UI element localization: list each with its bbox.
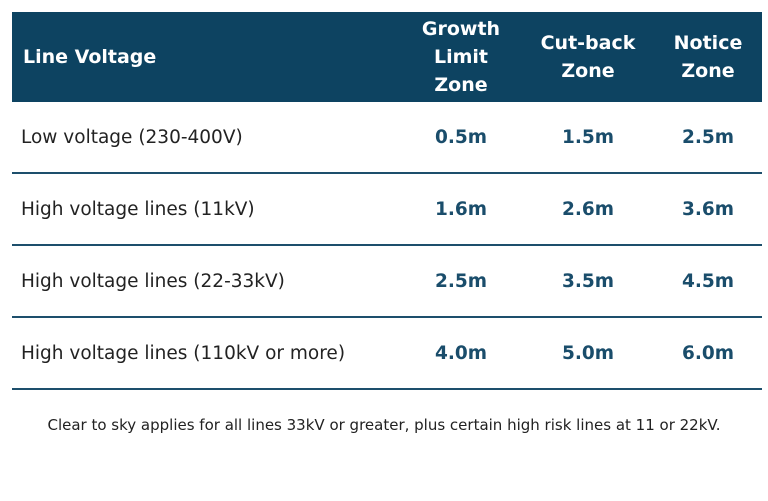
header-text: Cut-back Zone [540, 32, 636, 82]
line-voltage: Low voltage (230-400V) [12, 102, 400, 174]
zone-distance: 2.5m [654, 102, 762, 174]
zone-distance: 2.5m [400, 245, 522, 318]
header-text: Line Voltage [23, 46, 157, 68]
zone-distance: 3.5m [522, 245, 654, 318]
line-voltage: High voltage lines (22-33kV) [12, 245, 400, 318]
column-header: Growth Limit Zone [400, 12, 522, 102]
zone-distance: 1.5m [522, 102, 654, 174]
zone-distance: 4.0m [400, 317, 522, 390]
zone-distance: 0.5m [400, 102, 522, 174]
table-row: High voltage lines (110kV or more) 4.0m 5.… [12, 317, 762, 390]
table-row: High voltage lines (11kV) 1.6m 2.6m 3.6m [12, 173, 762, 246]
line-voltage: High voltage lines (110kV or more) [12, 317, 400, 390]
zone-distance: 1.6m [400, 173, 522, 246]
table-body: Low voltage (230-400V) 0.5m 1.5m 2.5m High v… [12, 102, 762, 390]
header-text: Notice Zone [673, 32, 743, 82]
table-row: High voltage lines (22-33kV) 2.5m 3.5m 4.5m [12, 245, 762, 318]
column-header: Cut-back Zone [522, 12, 654, 102]
zone-distance: 2.6m [522, 173, 654, 246]
zone-distance: 5.0m [522, 317, 654, 390]
zone-table: Line Voltage Growth Limit Zone Cut-back Zo… [12, 12, 762, 390]
zone-distance: 3.6m [654, 173, 762, 246]
column-header: Line Voltage [12, 12, 400, 102]
line-voltage: High voltage lines (11kV) [12, 173, 400, 246]
header-row: Line Voltage Growth Limit Zone Cut-back Zo… [12, 12, 762, 102]
zone-distance: 6.0m [654, 317, 762, 390]
zone-distance: 4.5m [654, 245, 762, 318]
footnote: Clear to sky applies for all lines 33kV … [47, 416, 721, 434]
table-row: Low voltage (230-400V) 0.5m 1.5m 2.5m [12, 102, 762, 174]
header-text: Growth Limit Zone [421, 18, 501, 96]
column-header: Notice Zone [654, 12, 762, 102]
